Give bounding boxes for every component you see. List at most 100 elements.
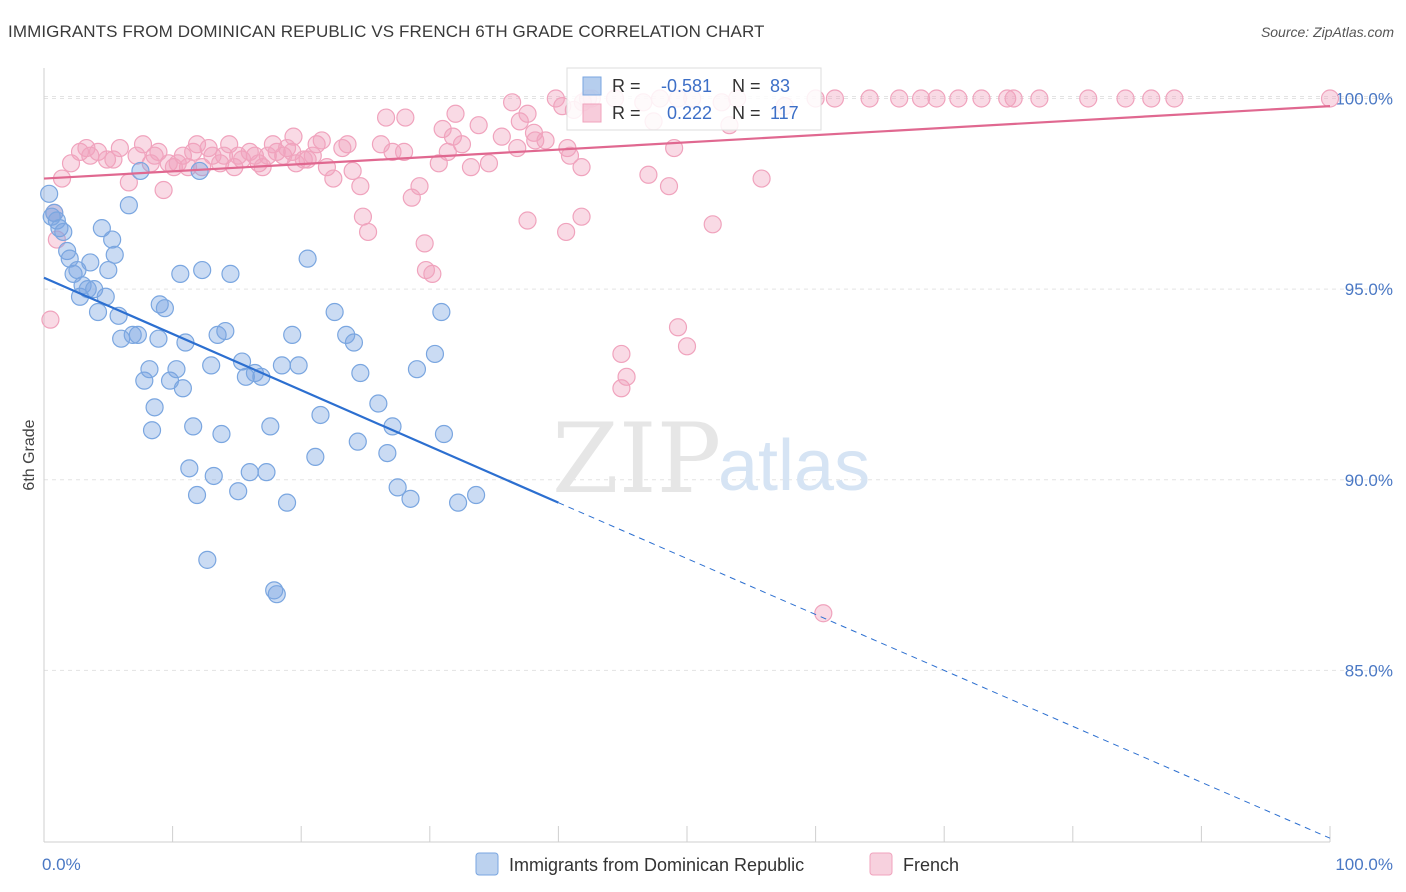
- data-point: [378, 443, 397, 463]
- source-credit[interactable]: Source: ZipAtlas.com: [1260, 24, 1394, 40]
- data-point: [546, 89, 565, 108]
- data-point: [257, 463, 276, 482]
- data-point: [229, 482, 248, 501]
- data-point: [149, 142, 168, 161]
- data-point: [526, 131, 545, 150]
- data-point: [212, 424, 231, 444]
- data-point: [572, 207, 591, 226]
- data-point: [443, 127, 463, 146]
- series-legend: Immigrants from Dominican Republic French: [475, 852, 959, 876]
- data-point: [40, 184, 59, 203]
- data-point: [518, 104, 537, 123]
- y-tick-label: 90.0%: [1345, 471, 1393, 490]
- data-point: [325, 302, 344, 322]
- data-point: [612, 344, 631, 364]
- data-point: [518, 211, 537, 230]
- data-point: [572, 158, 591, 177]
- watermark-atlas: atlas: [718, 426, 870, 506]
- stats-n-value: 117: [770, 103, 799, 123]
- data-point: [167, 360, 186, 379]
- data-point: [425, 344, 445, 364]
- data-point: [415, 234, 434, 253]
- data-point: [180, 459, 199, 478]
- data-point: [154, 180, 173, 200]
- stats-legend: R = -0.581 N = 83 R = 0.222 N = 117: [566, 67, 822, 131]
- data-point: [927, 89, 946, 108]
- stats-r-label: R =: [612, 76, 641, 96]
- data-point: [187, 485, 207, 505]
- data-point: [394, 142, 414, 161]
- data-point: [358, 222, 378, 242]
- data-point: [92, 219, 111, 238]
- data-point: [261, 417, 280, 436]
- data-point: [298, 249, 317, 268]
- data-point: [1165, 89, 1184, 108]
- y-axis-label: 6th Grade: [21, 419, 38, 490]
- data-point: [1142, 89, 1161, 108]
- data-point: [1030, 89, 1049, 108]
- data-point: [344, 333, 364, 352]
- data-point: [284, 127, 303, 146]
- data-point: [104, 150, 123, 169]
- data-point: [343, 161, 362, 181]
- trend-line-french: [43, 105, 1331, 180]
- data-point: [41, 310, 60, 329]
- data-point: [306, 447, 325, 467]
- stats-r-value: 0.222: [667, 103, 712, 123]
- data-point: [410, 177, 429, 196]
- watermark: ZIP atlas: [552, 403, 870, 515]
- data-point: [612, 379, 631, 398]
- data-point: [193, 260, 212, 280]
- data-point: [438, 142, 457, 161]
- data-point: [668, 318, 688, 337]
- data-point: [560, 146, 580, 165]
- data-point: [216, 321, 235, 341]
- data-point: [123, 325, 142, 344]
- data-point: [214, 146, 234, 165]
- data-point: [272, 356, 292, 375]
- data-point: [173, 146, 192, 165]
- data-point: [312, 131, 331, 150]
- y-tick-label: 85.0%: [1345, 661, 1393, 680]
- data-point: [99, 260, 118, 280]
- data-point: [198, 550, 217, 569]
- data-point: [337, 325, 356, 344]
- data-point: [1320, 89, 1340, 108]
- data-point: [446, 104, 465, 123]
- data-point: [283, 325, 302, 344]
- stats-r-value: -0.581: [661, 76, 712, 96]
- data-point: [998, 89, 1017, 108]
- data-point: [461, 158, 481, 177]
- data-point: [184, 417, 203, 436]
- data-point: [659, 177, 679, 196]
- data-point: [814, 604, 833, 623]
- data-point: [128, 325, 147, 344]
- data-point: [47, 230, 66, 249]
- data-point: [469, 116, 488, 135]
- data-point: [369, 394, 388, 413]
- data-point: [277, 493, 297, 512]
- x-tick-label-min: 0.0%: [42, 855, 81, 874]
- trend-lines: [43, 105, 1331, 839]
- chart-title: IMMIGRANTS FROM DOMINICAN REPUBLIC VS FR…: [8, 22, 765, 41]
- data-point: [54, 222, 73, 242]
- data-point: [388, 478, 407, 497]
- stats-swatch: [582, 76, 602, 96]
- data-point: [825, 89, 844, 108]
- y-tick-label: 100.0%: [1335, 90, 1393, 109]
- data-point: [890, 89, 909, 108]
- stats-n-value: 83: [770, 76, 790, 96]
- data-point: [376, 108, 396, 127]
- data-point: [351, 363, 370, 383]
- axes: 85.0% 90.0% 95.0% 100.0% 0.0% 100.0%: [42, 68, 1393, 874]
- legend-label: French: [903, 855, 959, 875]
- data-point: [338, 135, 357, 154]
- data-point: [110, 138, 129, 158]
- data-point: [479, 154, 499, 173]
- x-tick-label-max: 100.0%: [1335, 855, 1393, 874]
- data-point: [1004, 89, 1023, 108]
- data-point: [131, 161, 150, 181]
- stats-r-label: R =: [612, 103, 641, 123]
- data-point: [639, 165, 658, 184]
